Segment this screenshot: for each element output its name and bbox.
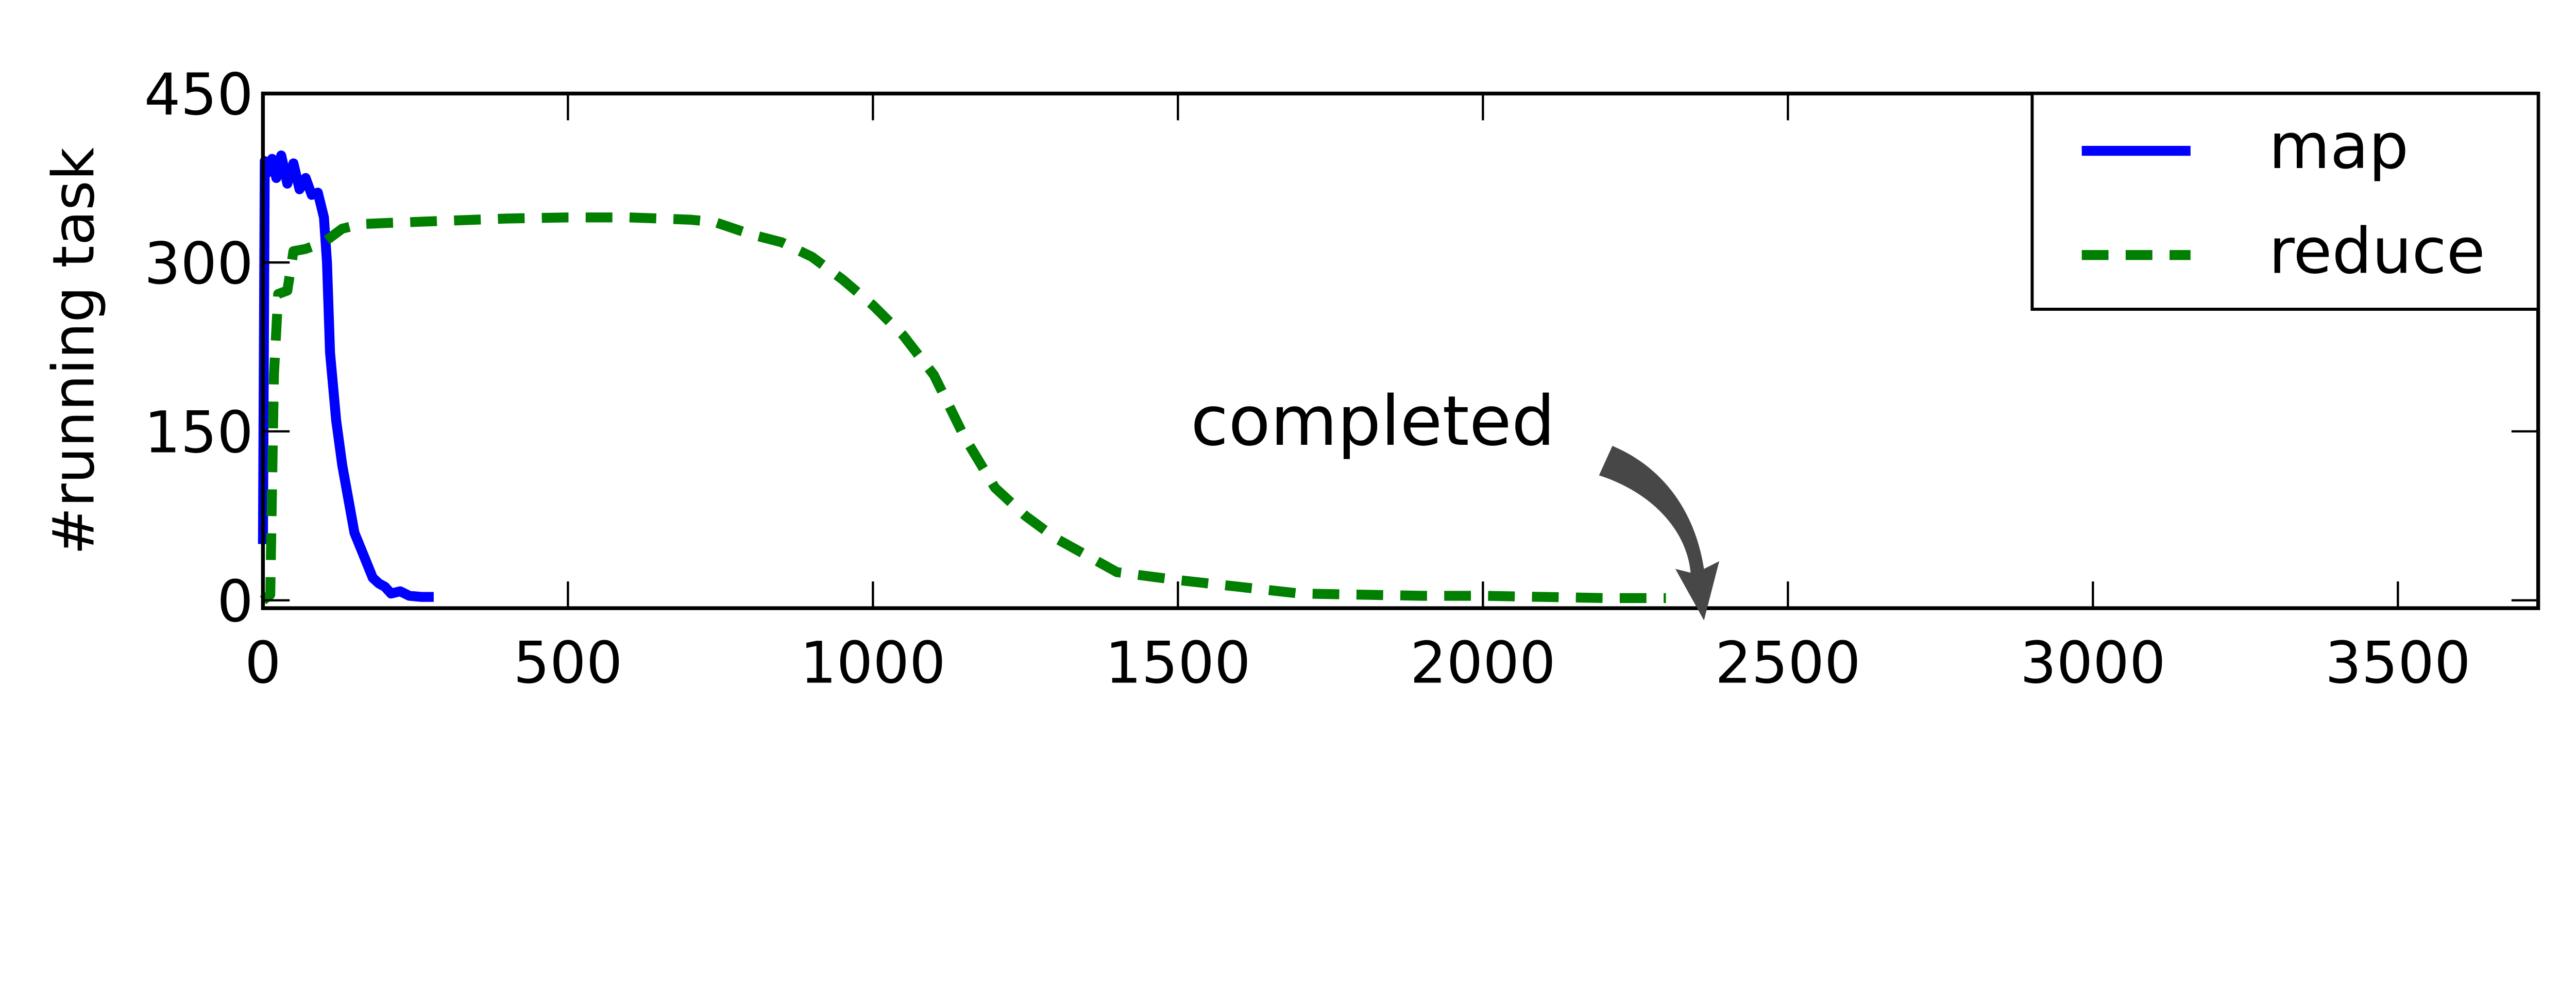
x-tick-label: 1500 xyxy=(1105,630,1251,696)
annotation-text: completed xyxy=(1191,381,1555,461)
y-tick-label: 300 xyxy=(144,231,253,297)
annotation-arrow-icon xyxy=(1599,446,1720,621)
x-tick-label: 2500 xyxy=(1715,630,1861,696)
legend: map reduce xyxy=(2030,92,2540,311)
x-tick-label: 1000 xyxy=(800,630,946,696)
series-layer xyxy=(258,151,1666,605)
chart-container: 0 500 1000 1500 2000 2500 3000 3500 0 150 300 450 #… xyxy=(41,62,2540,696)
plot-frame xyxy=(261,91,2540,610)
legend-label-map: map xyxy=(2269,110,2409,183)
annotation-completed: completed xyxy=(1191,381,1720,621)
y-axis-label: #running task xyxy=(41,147,107,555)
series-line-reduce xyxy=(260,212,1666,605)
x-tick-label: 0 xyxy=(245,630,281,696)
x-tick-label: 3500 xyxy=(2325,630,2471,696)
legend-label-reduce: reduce xyxy=(2269,215,2485,288)
ticks-layer: 0 500 1000 1500 2000 2500 3000 3500 0 150 300 450 xyxy=(144,62,2538,696)
series-line-map xyxy=(258,151,434,602)
x-tick-label: 2000 xyxy=(1410,630,1556,696)
line-chart: 0 500 1000 1500 2000 2500 3000 3500 0 150 300 450 #… xyxy=(41,62,2540,696)
x-tick-label: 3000 xyxy=(2020,630,2166,696)
y-tick-label: 0 xyxy=(217,569,253,635)
x-tick-label: 500 xyxy=(513,630,622,696)
y-tick-label: 450 xyxy=(144,62,253,128)
legend-box xyxy=(2030,92,2540,311)
y-tick-label: 150 xyxy=(144,400,253,466)
